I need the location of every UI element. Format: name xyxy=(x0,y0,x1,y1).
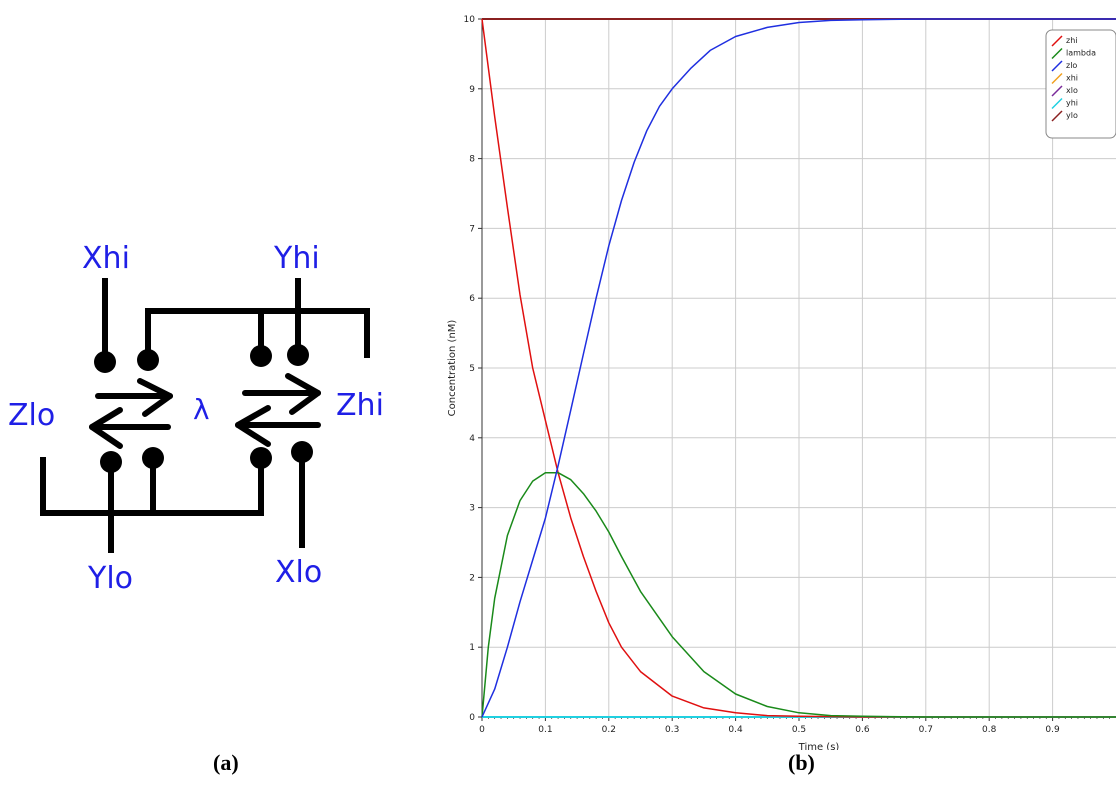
chart-legend: zhi lambda zlo xhi xlo yhi ylo xyxy=(1045,29,1116,139)
x-tick-label: 0.9 xyxy=(1045,725,1060,735)
concentration-chart: 0 0.1 0.2 0.3 0.4 0.5 0.6 0.7 0.8 0.9 0 1 2 3 4 5 6 7 8 9 10… xyxy=(447,15,1116,750)
y-tick-label: 7 xyxy=(469,224,475,234)
y-tick-label: 8 xyxy=(469,155,475,165)
species-zhi: Zhi xyxy=(336,388,384,423)
legend-swatch-zhi xyxy=(1051,35,1063,47)
species-zlo: Zlo xyxy=(8,398,55,433)
species-lambda: λ xyxy=(193,393,210,426)
species-xhi: Xhi xyxy=(82,241,130,276)
x-tick-label: 0.2 xyxy=(602,725,616,735)
series-line-zlo xyxy=(481,18,1116,718)
y-tick-label: 10 xyxy=(464,15,476,25)
panel-label-b: (b) xyxy=(788,750,815,775)
x-tick-label: 0.4 xyxy=(728,725,743,735)
chart-series xyxy=(481,18,1116,718)
x-tick-label: 0.1 xyxy=(538,725,552,735)
legend-entry-ylo: ylo xyxy=(1066,111,1078,120)
diagram-dots xyxy=(94,344,313,473)
y-tick-label: 3 xyxy=(469,504,475,514)
chart-grid xyxy=(481,18,1116,718)
series-line-zhi xyxy=(481,18,1116,718)
y-axis-label: Concentration (nM) xyxy=(447,320,458,417)
x-axis-label: Time (s) xyxy=(798,742,840,750)
reaction-diagram: Xhi Yhi Zlo λ Zhi Ylo Xlo xyxy=(8,241,384,596)
series-line-lambda xyxy=(481,471,1116,718)
y-tick-label: 9 xyxy=(469,85,475,95)
y-tick-label: 2 xyxy=(469,573,475,583)
chart-axes: 0 0.1 0.2 0.3 0.4 0.5 0.6 0.7 0.8 0.9 0 1 2 3 4 5 6 7 8 9 10 xyxy=(464,15,1116,735)
legend-swatch-ylo xyxy=(1051,110,1063,122)
legend-swatch-zlo xyxy=(1051,60,1063,72)
legend-swatch-xhi xyxy=(1051,72,1063,85)
x-tick-label: 0.8 xyxy=(982,725,997,735)
diagram-wires xyxy=(40,278,370,553)
legend-swatch-xlo xyxy=(1051,85,1063,97)
y-tick-label: 5 xyxy=(469,364,475,374)
legend-swatch-lambda xyxy=(1051,47,1063,60)
legend-entry-lambda: lambda xyxy=(1066,49,1096,58)
y-tick-label: 0 xyxy=(469,713,475,723)
species-yhi: Yhi xyxy=(273,241,320,276)
y-tick-label: 4 xyxy=(469,434,475,444)
legend-entry-yhi: yhi xyxy=(1066,99,1078,108)
species-ylo: Ylo xyxy=(87,561,133,596)
reaction-arrows-left xyxy=(89,378,173,449)
legend-entry-zlo: zlo xyxy=(1066,61,1077,70)
reaction-arrows-right xyxy=(235,373,321,447)
x-tick-label: 0.5 xyxy=(792,725,806,735)
legend-box xyxy=(1045,29,1116,139)
y-tick-label: 1 xyxy=(469,643,475,653)
y-tick-label: 6 xyxy=(469,294,475,304)
legend-swatch-yhi xyxy=(1051,97,1063,110)
legend-entry-xhi: xhi xyxy=(1066,74,1078,83)
x-tick-label: 0.6 xyxy=(855,725,870,735)
panel-label-a: (a) xyxy=(213,750,239,775)
legend-entry-zhi: zhi xyxy=(1066,36,1078,45)
species-xlo: Xlo xyxy=(275,555,322,590)
legend-entry-xlo: xlo xyxy=(1066,86,1078,95)
x-tick-label: 0.3 xyxy=(665,725,679,735)
x-tick-label: 0 xyxy=(479,725,485,735)
x-tick-label: 0.7 xyxy=(919,725,933,735)
